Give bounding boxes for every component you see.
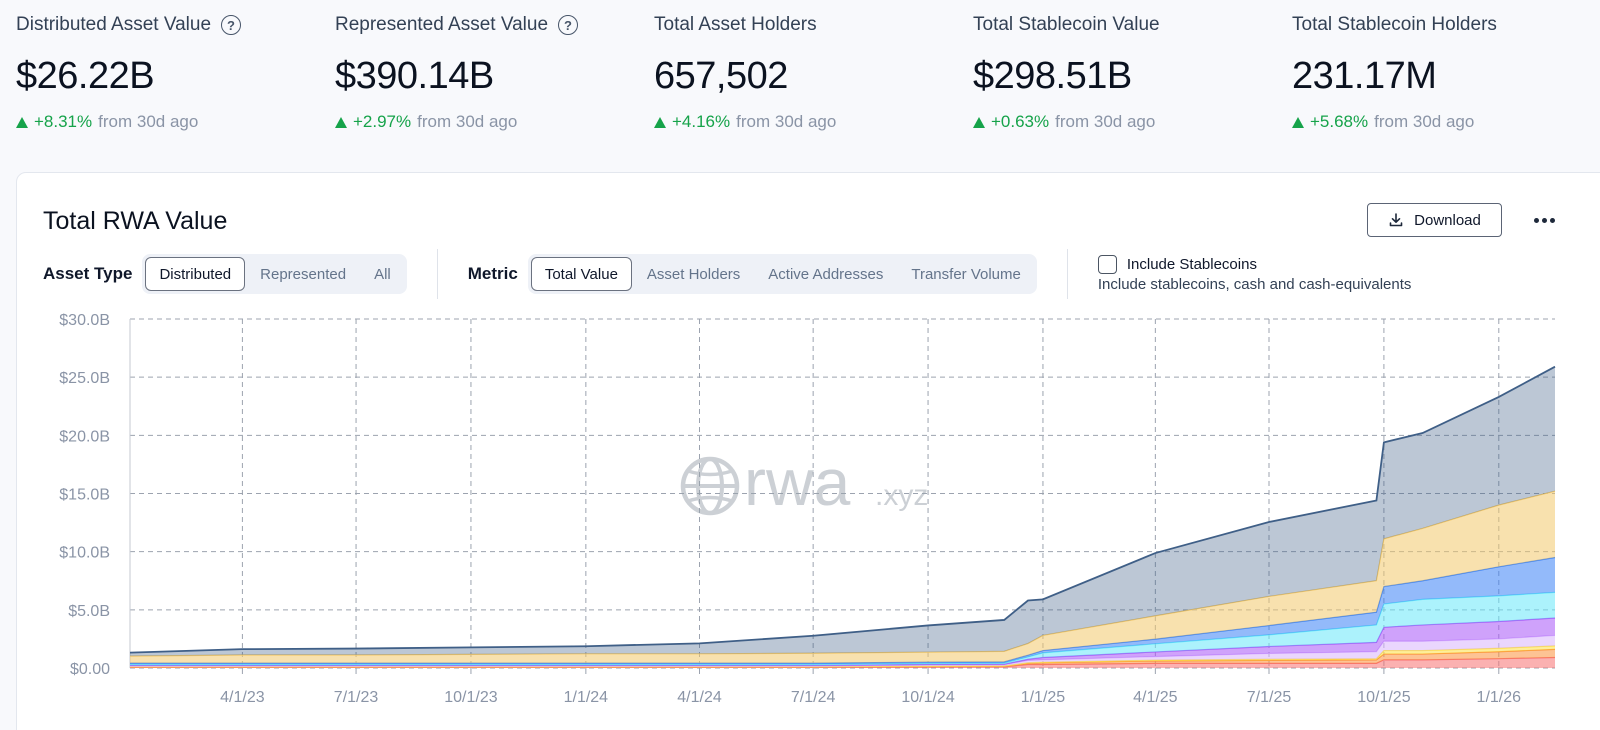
x-tick-label: 1/1/26: [1477, 689, 1522, 706]
stat-label: Total Stablecoin Holders: [1292, 14, 1497, 35]
area-series-9-line: [129, 365, 1556, 654]
area-series-7: [130, 557, 1555, 665]
stat-change-suffix: from 30d ago: [98, 112, 199, 131]
stat-change-percent: +4.16%: [672, 112, 731, 131]
metric-active-addresses[interactable]: Active Addresses: [768, 265, 884, 283]
arrow-up-icon: [16, 116, 28, 128]
y-tick-label: $5.0B: [68, 603, 110, 620]
metric-total-value[interactable]: Total Value: [530, 257, 632, 291]
rwa-watermark: rwa .xyz: [680, 445, 928, 519]
stat-change-percent: +2.97%: [353, 112, 412, 131]
filter-divider: [1066, 249, 1068, 299]
download-button[interactable]: Download: [1367, 203, 1502, 237]
arrow-up-icon: [1292, 116, 1304, 128]
stat-value: 657,502: [654, 55, 788, 97]
area-series-8: [130, 491, 1555, 664]
watermark-text: rwa: [744, 445, 851, 519]
dot-icon: [1533, 217, 1539, 223]
stat-total-stablecoin-value: Total Stablecoin Value $298.51B +0.63% fr…: [973, 12, 1273, 132]
asset-type-label: Asset Type: [43, 264, 133, 283]
x-tick-label: 10/1/24: [901, 689, 954, 706]
dot-icon: [1549, 217, 1555, 223]
x-tick-label: 4/1/25: [1133, 689, 1178, 706]
x-tick-label: 1/1/25: [1021, 689, 1066, 706]
download-label: Download: [1414, 211, 1481, 229]
download-icon: [1389, 213, 1403, 227]
stat-label: Represented Asset Value: [335, 14, 549, 35]
chart-filters: Asset Type Distributed Represented All M…: [43, 249, 1412, 299]
metric-label: Metric: [467, 264, 518, 283]
asset-type-all[interactable]: All: [374, 265, 391, 283]
x-tick-label: 4/1/24: [677, 689, 722, 706]
globe-icon: [680, 456, 740, 516]
chart-title: Total RWA Value: [43, 207, 228, 235]
include-stablecoins-option: Include Stablecoins Include stablecoins,…: [1097, 255, 1412, 293]
stat-value: $26.22B: [16, 55, 155, 97]
stat-change-percent: +0.63%: [991, 112, 1050, 131]
stat-total-stablecoin-holders: Total Stablecoin Holders 231.17M +5.68% f…: [1292, 12, 1592, 132]
y-tick-label: $15.0B: [59, 487, 110, 504]
filter-divider: [436, 249, 438, 299]
help-icon[interactable]: ?: [221, 15, 242, 35]
metric-transfer-volume[interactable]: Transfer Volume: [911, 265, 1021, 283]
y-tick-label: $25.0B: [59, 370, 110, 387]
stat-change-suffix: from 30d ago: [736, 112, 837, 131]
x-tick-label: 1/1/24: [564, 689, 609, 706]
stat-total-asset-holders: Total Asset Holders 657,502 +4.16% from 3…: [654, 12, 954, 132]
stat-value: $390.14B: [335, 55, 494, 97]
area-series-8-line: [129, 490, 1556, 657]
asset-type-toggle: Distributed Represented All: [142, 254, 407, 294]
rwa-area-chart: rwa .xyz $0.00 $5.0B $10.0B $15.0B $20.0B $25…: [59, 312, 1556, 706]
metric-asset-holders[interactable]: Asset Holders: [646, 265, 741, 283]
dot-icon: [1541, 217, 1547, 223]
asset-type-represented[interactable]: Represented: [260, 265, 347, 283]
x-tick-label: 10/1/23: [444, 689, 497, 706]
area-series-6: [130, 592, 1555, 666]
asset-type-distributed[interactable]: Distributed: [145, 257, 246, 291]
include-stablecoins-checkbox[interactable]: [1097, 255, 1117, 274]
stat-change-suffix: from 30d ago: [1374, 112, 1475, 131]
stat-change-suffix: from 30d ago: [417, 112, 518, 131]
x-tick-label: 10/1/25: [1357, 689, 1410, 706]
stat-change-percent: +8.31%: [34, 112, 93, 131]
y-tick-label: $20.0B: [59, 428, 110, 445]
arrow-up-icon: [973, 116, 985, 128]
stat-distributed-asset-value: Distributed Asset Value? $26.22B +8.31% f…: [16, 12, 316, 132]
y-tick-label: $30.0B: [59, 312, 110, 329]
stat-value: 231.17M: [1292, 55, 1437, 97]
arrow-up-icon: [654, 116, 666, 128]
stat-value: $298.51B: [973, 55, 1132, 97]
stat-change-percent: +5.68%: [1310, 112, 1369, 131]
stat-label: Total Stablecoin Value: [973, 14, 1160, 35]
include-stablecoins-description: Include stablecoins, cash and cash-equiv…: [1097, 276, 1412, 293]
y-tick-label: $0.00: [70, 661, 110, 678]
watermark-suffix: .xyz: [875, 479, 928, 512]
area-series-1: [130, 657, 1555, 668]
stat-represented-asset-value: Represented Asset Value? $390.14B +2.97%…: [335, 12, 635, 132]
area-series-9: [130, 366, 1555, 657]
stats-row: Distributed Asset Value? $26.22B +8.31% f…: [0, 0, 1600, 170]
help-icon[interactable]: ?: [558, 15, 579, 35]
x-tick-label: 7/1/24: [791, 689, 836, 706]
y-tick-label: $10.0B: [59, 545, 110, 562]
stat-change-suffix: from 30d ago: [1055, 112, 1156, 131]
include-stablecoins-label[interactable]: Include Stablecoins: [1126, 256, 1257, 273]
x-tick-label: 7/1/23: [334, 689, 379, 706]
arrow-up-icon: [335, 116, 347, 128]
metric-toggle: Total Value Asset Holders Active Address…: [527, 254, 1037, 294]
area-series-5: [130, 617, 1555, 667]
area-series-2: [130, 649, 1555, 668]
more-options-button[interactable]: [1529, 207, 1559, 233]
rwa-chart-card: Total RWA Value Download Asset Type Dist…: [16, 172, 1600, 730]
area-series-4: [130, 635, 1555, 667]
stat-label: Distributed Asset Value: [16, 14, 212, 35]
stat-label: Total Asset Holders: [654, 14, 817, 35]
x-tick-label: 4/1/23: [220, 689, 265, 706]
x-tick-label: 7/1/25: [1247, 689, 1292, 706]
